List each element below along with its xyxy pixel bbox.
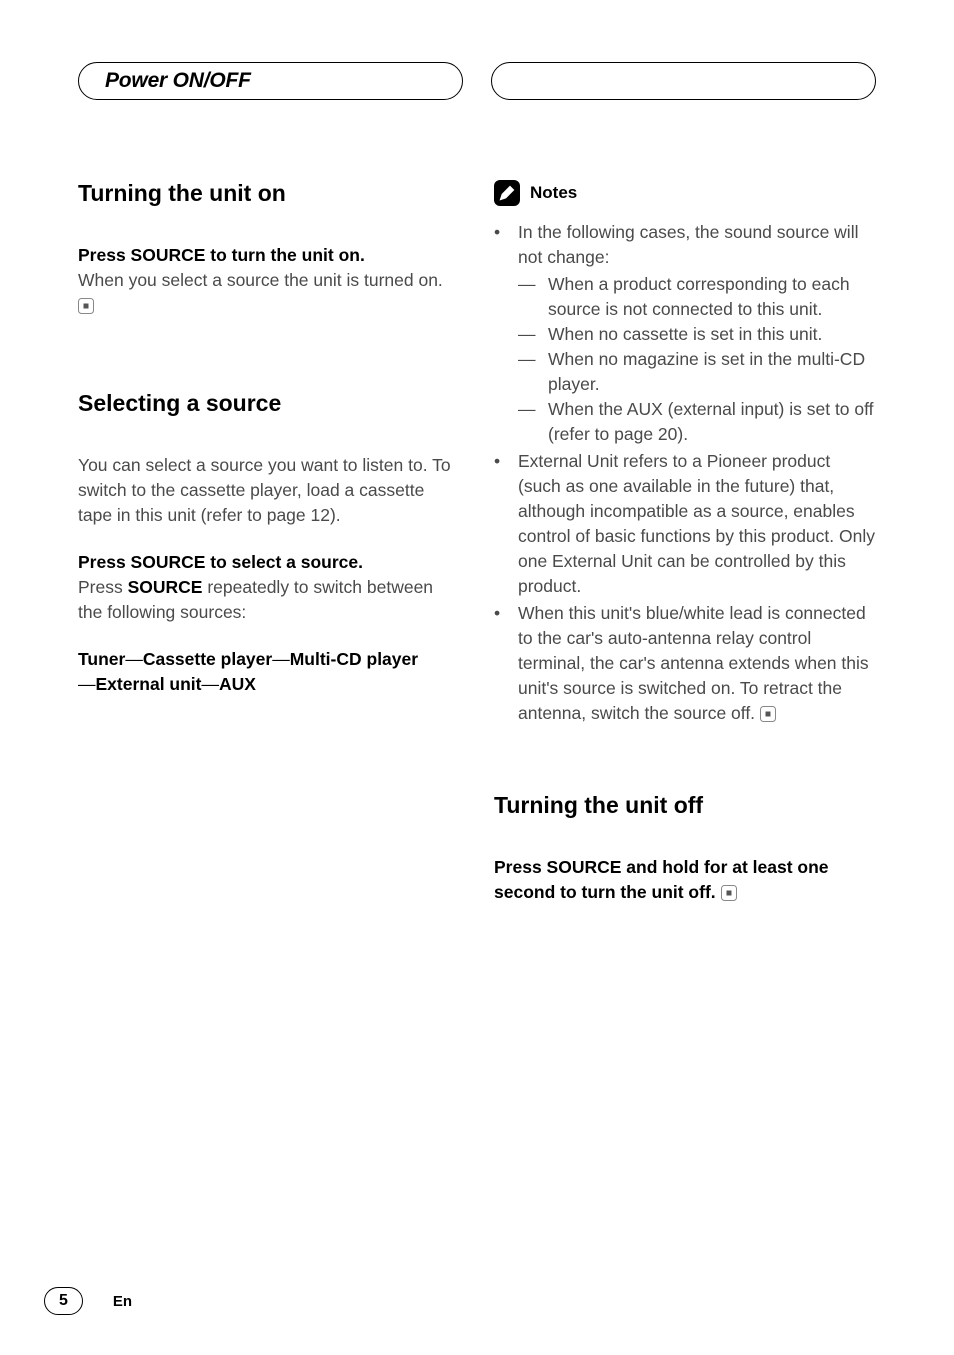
instruction-turn-on-body: When you select a source the unit is tur… bbox=[78, 270, 443, 290]
language-code: En bbox=[113, 1293, 132, 1310]
instruction-turn-on-bold: Press SOURCE to turn the unit on. bbox=[78, 245, 365, 265]
header-pill-right bbox=[491, 62, 876, 100]
notes-bullet-1-text: In the following cases, the sound source… bbox=[518, 222, 858, 267]
instruction-turn-off-bold: Press SOURCE and hold for at least one s… bbox=[494, 857, 829, 902]
stop-icon bbox=[78, 298, 94, 314]
bullet-marker: • bbox=[494, 449, 518, 599]
footer: 5 En bbox=[44, 1287, 132, 1315]
right-column: Notes • In the following cases, the soun… bbox=[494, 180, 876, 927]
notes-sub-3: — When no magazine is set in the multi-C… bbox=[518, 347, 876, 397]
selecting-source-intro: You can select a source you want to list… bbox=[78, 453, 460, 528]
instruction-turn-off: Press SOURCE and hold for at least one s… bbox=[494, 855, 876, 905]
notes-header: Notes bbox=[494, 180, 876, 206]
notes-bullet-1: • In the following cases, the sound sour… bbox=[494, 220, 876, 447]
page-number: 5 bbox=[44, 1287, 83, 1315]
pencil-icon bbox=[494, 180, 520, 206]
notes-bullet-2: • External Unit refers to a Pioneer prod… bbox=[494, 449, 876, 599]
selecting-source-bold: Press SOURCE to select a source. bbox=[78, 552, 363, 572]
content-area: Turning the unit on Press SOURCE to turn… bbox=[78, 180, 876, 927]
notes-bullet-3: • When this unit's blue/white lead is co… bbox=[494, 601, 876, 726]
section-turning-on: Turning the unit on Press SOURCE to turn… bbox=[78, 180, 460, 318]
stop-icon bbox=[760, 706, 776, 722]
heading-turning-on: Turning the unit on bbox=[78, 180, 460, 207]
selecting-source-instruction: Press SOURCE to select a source. Press S… bbox=[78, 550, 460, 625]
notes-list: • In the following cases, the sound sour… bbox=[494, 220, 876, 726]
notes-bullet-3-text: When this unit's blue/white lead is conn… bbox=[518, 603, 869, 723]
notes-sub-1: — When a product corresponding to each s… bbox=[518, 272, 876, 322]
source-chain: Tuner—Cassette player—Multi-CD player—Ex… bbox=[78, 647, 460, 697]
section-selecting-source: Selecting a source You can select a sour… bbox=[78, 390, 460, 697]
bullet-marker: • bbox=[494, 220, 518, 447]
header-title: Power ON/OFF bbox=[105, 69, 251, 93]
notes-sub-4: — When the AUX (external input) is set t… bbox=[518, 397, 876, 447]
left-column: Turning the unit on Press SOURCE to turn… bbox=[78, 180, 460, 927]
notes-bullet-2-text: External Unit refers to a Pioneer produc… bbox=[518, 449, 876, 599]
instruction-turn-on: Press SOURCE to turn the unit on. When y… bbox=[78, 243, 460, 318]
notes-title: Notes bbox=[530, 183, 577, 203]
notes-section: Notes • In the following cases, the soun… bbox=[494, 180, 876, 726]
bullet-marker: • bbox=[494, 601, 518, 726]
header-pill-left: Power ON/OFF bbox=[78, 62, 463, 100]
stop-icon bbox=[721, 885, 737, 901]
notes-sub-2: — When no cassette is set in this unit. bbox=[518, 322, 876, 347]
section-turning-off: Turning the unit off Press SOURCE and ho… bbox=[494, 792, 876, 905]
heading-selecting-source: Selecting a source bbox=[78, 390, 460, 417]
notes-sublist: — When a product corresponding to each s… bbox=[518, 272, 876, 447]
header-row: Power ON/OFF bbox=[78, 62, 876, 100]
heading-turning-off: Turning the unit off bbox=[494, 792, 876, 819]
